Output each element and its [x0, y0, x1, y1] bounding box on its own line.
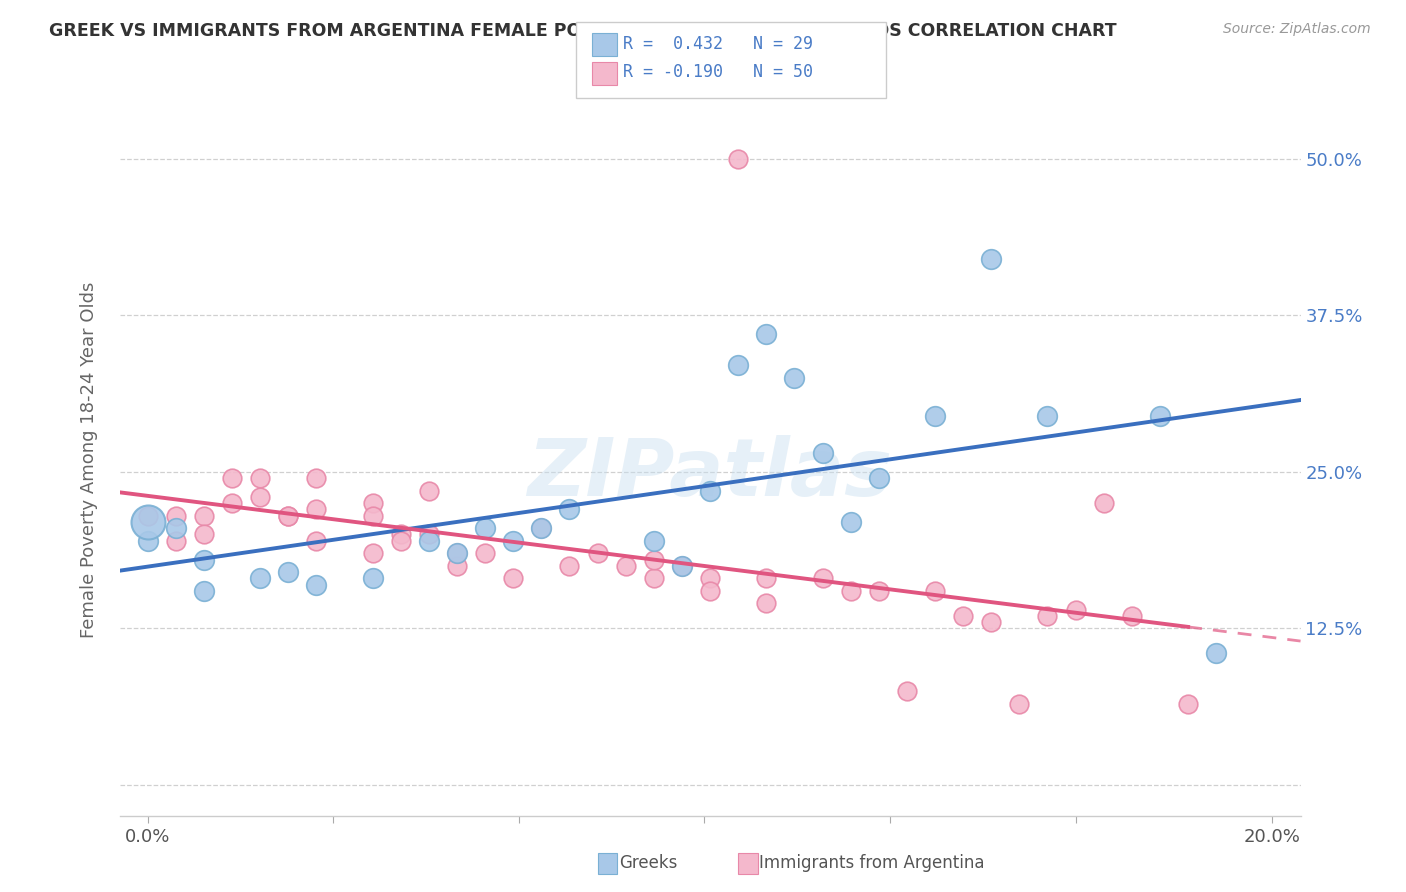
Point: [446, 558, 468, 573]
Point: [418, 527, 440, 541]
Point: [643, 533, 665, 548]
Point: [839, 583, 862, 598]
Point: [277, 508, 299, 523]
Point: [1036, 608, 1059, 623]
Point: [924, 583, 946, 598]
Point: [305, 502, 328, 516]
Point: [980, 615, 1002, 629]
Point: [755, 327, 778, 342]
Point: [1092, 496, 1115, 510]
Point: [1121, 608, 1143, 623]
Point: [643, 571, 665, 585]
Point: [474, 546, 496, 560]
Point: [1177, 697, 1199, 711]
Point: [165, 508, 187, 523]
Point: [558, 502, 581, 516]
Point: [361, 571, 384, 585]
Point: [165, 521, 187, 535]
Point: [249, 571, 271, 585]
Point: [136, 508, 159, 523]
Point: [811, 446, 834, 460]
Point: [952, 608, 974, 623]
Point: [839, 515, 862, 529]
Point: [136, 515, 159, 529]
Point: [1205, 647, 1227, 661]
Point: [811, 571, 834, 585]
Point: [193, 552, 215, 566]
Point: [193, 583, 215, 598]
Point: [924, 409, 946, 423]
Point: [1149, 409, 1171, 423]
Point: [671, 558, 693, 573]
Point: [165, 533, 187, 548]
Point: [671, 558, 693, 573]
Text: Greeks: Greeks: [619, 855, 678, 872]
Point: [249, 490, 271, 504]
Point: [699, 483, 721, 498]
Text: ZIPatlas: ZIPatlas: [527, 434, 893, 513]
Point: [1064, 602, 1087, 616]
Text: Source: ZipAtlas.com: Source: ZipAtlas.com: [1223, 22, 1371, 37]
Point: [418, 533, 440, 548]
Point: [277, 508, 299, 523]
Point: [783, 371, 806, 385]
Point: [530, 521, 553, 535]
Point: [361, 546, 384, 560]
Point: [418, 483, 440, 498]
Point: [727, 359, 749, 373]
Point: [896, 684, 918, 698]
Text: Immigrants from Argentina: Immigrants from Argentina: [759, 855, 984, 872]
Point: [868, 583, 890, 598]
Point: [305, 471, 328, 485]
Point: [643, 552, 665, 566]
Point: [1036, 409, 1059, 423]
Point: [389, 533, 412, 548]
Point: [277, 565, 299, 579]
Point: [136, 533, 159, 548]
Point: [558, 558, 581, 573]
Point: [474, 521, 496, 535]
Point: [755, 596, 778, 610]
Point: [1008, 697, 1031, 711]
Point: [868, 471, 890, 485]
Point: [980, 252, 1002, 266]
Point: [502, 533, 524, 548]
Point: [614, 558, 637, 573]
Y-axis label: Female Poverty Among 18-24 Year Olds: Female Poverty Among 18-24 Year Olds: [80, 281, 98, 638]
Point: [502, 571, 524, 585]
Point: [193, 508, 215, 523]
Point: [755, 571, 778, 585]
Point: [249, 471, 271, 485]
Text: R = -0.190   N = 50: R = -0.190 N = 50: [623, 63, 813, 81]
Point: [305, 533, 328, 548]
Point: [699, 583, 721, 598]
Point: [305, 577, 328, 591]
Point: [361, 508, 384, 523]
Point: [699, 571, 721, 585]
Point: [221, 496, 243, 510]
Point: [727, 152, 749, 166]
Point: [389, 527, 412, 541]
Point: [530, 521, 553, 535]
Text: R =  0.432   N = 29: R = 0.432 N = 29: [623, 35, 813, 53]
Point: [193, 527, 215, 541]
Text: GREEK VS IMMIGRANTS FROM ARGENTINA FEMALE POVERTY AMONG 18-24 YEAR OLDS CORRELAT: GREEK VS IMMIGRANTS FROM ARGENTINA FEMAL…: [49, 22, 1116, 40]
Point: [446, 546, 468, 560]
Point: [446, 546, 468, 560]
Point: [586, 546, 609, 560]
Point: [361, 496, 384, 510]
Point: [221, 471, 243, 485]
